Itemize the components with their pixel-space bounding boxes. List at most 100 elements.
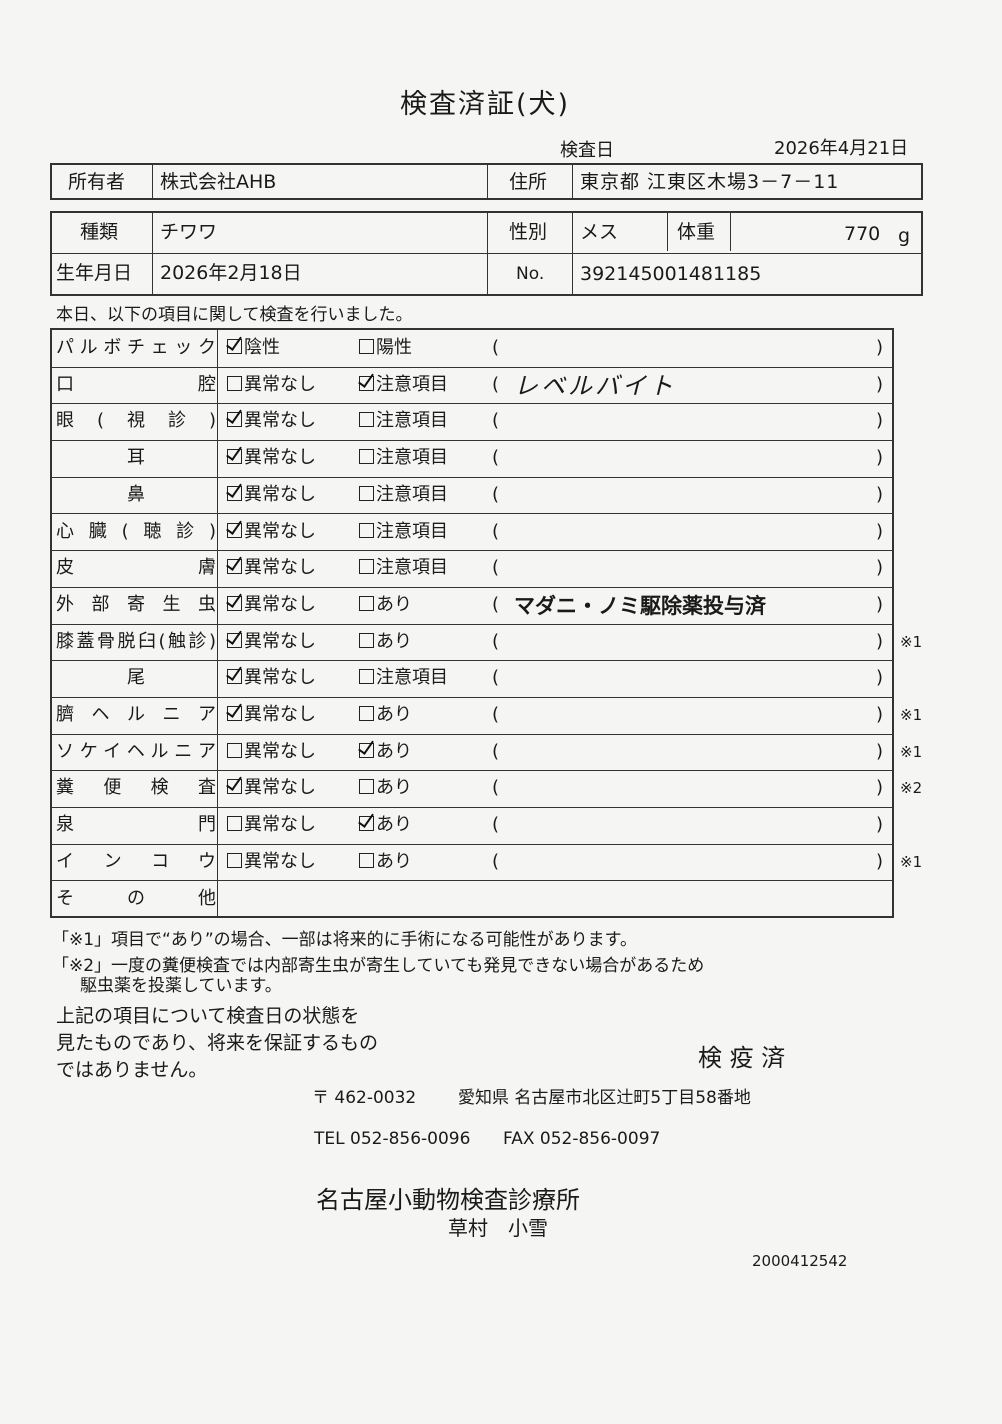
page-title: 検査済証(犬): [399, 89, 571, 120]
option-2[interactable]: あり: [359, 770, 412, 806]
item-label: 外部寄生虫: [56, 593, 216, 615]
checkbox[interactable]: [227, 669, 242, 685]
checkbox[interactable]: [359, 816, 374, 832]
option-label: あり: [376, 850, 412, 872]
checkbox[interactable]: [359, 522, 374, 538]
item-remark-mark: ※1: [900, 852, 923, 871]
option-1[interactable]: 異常なし: [227, 770, 316, 806]
checkbox[interactable]: [359, 852, 374, 868]
option-1[interactable]: 異常なし: [227, 807, 316, 843]
checkbox[interactable]: [227, 485, 242, 501]
checkbox[interactable]: [359, 412, 374, 428]
option-2[interactable]: 注意項目: [359, 514, 448, 550]
inspection-row: 心臓(聴診) 異常なし 注意項目 (): [52, 514, 892, 552]
paren-close: ): [876, 557, 884, 579]
option-2[interactable]: 注意項目: [359, 550, 448, 586]
option-1[interactable]: 異常なし: [227, 440, 316, 476]
item-note: マダニ・ノミ駆除薬投与済: [514, 593, 766, 618]
checkbox[interactable]: [227, 816, 242, 832]
option-1[interactable]: 異常なし: [227, 587, 316, 623]
paren-close: ): [876, 520, 884, 542]
checkbox[interactable]: [227, 852, 242, 868]
option-2[interactable]: 注意項目: [359, 477, 448, 513]
checkbox[interactable]: [359, 375, 374, 391]
option-label: 異常なし: [244, 410, 316, 432]
option-1[interactable]: 異常なし: [227, 514, 316, 550]
option-2[interactable]: あり: [359, 587, 412, 623]
checkbox[interactable]: [359, 779, 374, 795]
option-label: 異常なし: [244, 850, 316, 872]
option-2[interactable]: 注意項目: [359, 660, 448, 696]
checkbox[interactable]: [359, 485, 374, 501]
option-1[interactable]: 異常なし: [227, 844, 316, 880]
option-1[interactable]: 異常なし: [227, 367, 316, 403]
checkbox[interactable]: [227, 559, 242, 575]
option-label: あり: [376, 704, 412, 725]
option-2[interactable]: あり: [359, 807, 412, 843]
checkbox[interactable]: [359, 632, 374, 648]
exam-date-label: 検査日: [560, 140, 614, 161]
option-2[interactable]: あり: [359, 844, 412, 880]
disclaimer-line: ではありません。: [56, 1059, 208, 1081]
birth-value: 2026年2月18日: [160, 262, 302, 284]
owner-table: 所有者 株式会社AHB 住所 東京都 江東区木場3－7－11: [50, 163, 923, 200]
checkbox[interactable]: [227, 595, 242, 611]
option-2[interactable]: 注意項目: [359, 440, 448, 476]
animal-table: 種類 チワワ 性別 メス 体重 770 g 生年月日 2026年2月18日 No…: [50, 211, 923, 296]
option-1[interactable]: 異常なし: [227, 624, 316, 660]
option-1[interactable]: 陰性: [227, 330, 280, 366]
option-1[interactable]: 異常なし: [227, 660, 316, 696]
item-label: インコウ: [56, 850, 216, 872]
checkbox[interactable]: [359, 339, 374, 354]
option-1[interactable]: 異常なし: [227, 697, 316, 733]
option-label: あり: [376, 777, 412, 799]
option-1[interactable]: 異常なし: [227, 550, 316, 586]
option-label: 注意項目: [376, 667, 448, 689]
option-1[interactable]: 異常なし: [227, 403, 316, 439]
checkbox[interactable]: [359, 595, 374, 611]
option-2[interactable]: あり: [359, 734, 412, 770]
weight-label: 体重: [677, 221, 716, 243]
clinic-name: 名古屋小動物検査診療所: [316, 1186, 580, 1214]
option-label: 異常なし: [244, 777, 316, 799]
checkbox[interactable]: [227, 632, 242, 648]
item-label: 口腔: [56, 373, 216, 395]
item-label: 耳: [127, 447, 145, 469]
item-remark-mark: ※1: [900, 742, 923, 761]
checkbox[interactable]: [359, 669, 374, 685]
option-label: 異常なし: [244, 557, 316, 579]
clinic-fax: FAX 052-856-0097: [503, 1129, 661, 1149]
checkbox[interactable]: [359, 706, 374, 721]
option-1[interactable]: 異常なし: [227, 734, 316, 770]
checkbox[interactable]: [227, 339, 242, 354]
checkbox[interactable]: [359, 559, 374, 575]
paren-open: (: [492, 447, 500, 469]
option-2[interactable]: あり: [359, 697, 412, 733]
option-2[interactable]: 陽性: [359, 330, 412, 366]
item-note: レベルバイト: [514, 371, 676, 400]
paren-open: (: [492, 410, 500, 432]
option-2[interactable]: あり: [359, 624, 412, 660]
paren-close: ): [876, 740, 884, 762]
inspection-row: 口腔 異常なし 注意項目 () レベルバイト: [52, 367, 892, 405]
checkbox[interactable]: [227, 375, 242, 391]
checkbox[interactable]: [227, 779, 242, 795]
option-1[interactable]: 異常なし: [227, 477, 316, 513]
checkbox[interactable]: [359, 449, 374, 465]
option-2[interactable]: 注意項目: [359, 403, 448, 439]
checkbox[interactable]: [227, 449, 242, 465]
breed-value: チワワ: [160, 221, 218, 243]
clinic-address: 愛知県 名古屋市北区辻町5丁目58番地: [458, 1088, 751, 1108]
checkbox[interactable]: [227, 522, 242, 538]
checkbox[interactable]: [359, 742, 374, 758]
sex-label: 性別: [509, 221, 548, 243]
inspection-row: 外部寄生虫 異常なし あり () マダニ・ノミ駆除薬投与済: [52, 587, 892, 625]
paren-open: (: [492, 593, 500, 615]
option-2[interactable]: 注意項目: [359, 367, 448, 403]
paren-close: ): [876, 814, 884, 836]
inspection-row: 臍ヘルニア 異常なし あり () ※1: [52, 697, 922, 735]
checkbox[interactable]: [227, 742, 242, 758]
checkbox[interactable]: [227, 412, 242, 428]
checkbox[interactable]: [227, 706, 242, 721]
owner-value: 株式会社AHB: [160, 171, 277, 193]
